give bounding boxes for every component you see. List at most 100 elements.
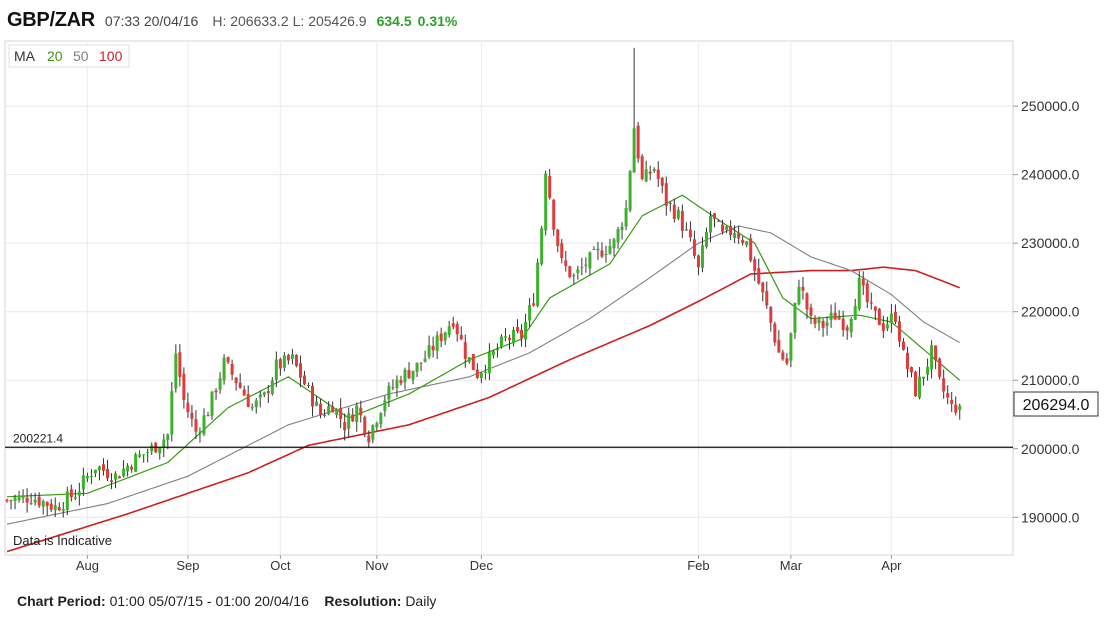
ma100-legend[interactable]: 100 xyxy=(99,48,123,64)
candle-body xyxy=(897,321,901,342)
candle-body xyxy=(829,312,833,320)
period-value: 01:00 05/07/15 - 01:00 20/04/16 xyxy=(109,593,309,609)
candle-body xyxy=(254,400,258,408)
reference-line-group: 200221.4 xyxy=(5,431,1013,448)
candle-body xyxy=(664,183,668,206)
candle-body xyxy=(162,439,166,448)
x-tick-label: Aug xyxy=(76,558,99,573)
candle-body xyxy=(61,508,65,511)
candle-body xyxy=(118,476,122,479)
candle-body xyxy=(552,199,556,230)
candle-body xyxy=(833,312,837,320)
candle-body xyxy=(25,497,29,503)
grid-lines xyxy=(5,41,1013,555)
candle-body xyxy=(668,203,672,205)
y-tick-label: 230000.0 xyxy=(1021,235,1080,251)
low-value: L: 205426.9 xyxy=(292,13,367,29)
candle-body xyxy=(773,323,777,343)
candle-body xyxy=(126,466,130,472)
candle-body xyxy=(881,323,885,331)
candle-body xyxy=(311,385,315,407)
plot-border xyxy=(4,40,1014,556)
candle-body xyxy=(524,322,528,340)
candle-body xyxy=(142,454,146,456)
candle-body xyxy=(182,373,186,401)
candle-body xyxy=(672,204,676,220)
candle-body xyxy=(319,403,323,416)
candle-body xyxy=(604,254,608,256)
candle-body xyxy=(556,229,560,247)
candle-body xyxy=(644,169,648,182)
candle-body xyxy=(367,435,371,443)
candle-body xyxy=(270,380,274,395)
candle-body xyxy=(652,168,656,172)
candle-body xyxy=(343,422,347,431)
candle-body xyxy=(69,489,73,498)
candle-body xyxy=(849,318,853,333)
candle-body xyxy=(487,352,491,374)
candle-body xyxy=(190,412,194,419)
candle-body xyxy=(363,416,367,434)
candle-body xyxy=(805,293,809,310)
candle-body xyxy=(483,371,487,373)
candle-body xyxy=(745,241,749,246)
ma-legend-box xyxy=(8,44,130,68)
candle-body xyxy=(5,499,9,501)
candle-body xyxy=(81,475,85,490)
y-tick-label: 250000.0 xyxy=(1021,98,1080,114)
candle-body xyxy=(210,391,214,416)
candle-body xyxy=(198,432,202,434)
candle-body xyxy=(536,262,540,306)
candle-body xyxy=(57,507,61,511)
candle-body xyxy=(206,415,210,417)
candle-body xyxy=(447,326,451,336)
x-tick-label: Nov xyxy=(365,558,389,573)
candle-body xyxy=(451,323,455,327)
candle-body xyxy=(411,370,415,380)
candle-body xyxy=(648,171,652,174)
candle-body xyxy=(33,499,37,503)
candle-body xyxy=(869,302,873,304)
candle-body xyxy=(130,466,134,470)
candle-body xyxy=(53,505,57,511)
candle-body xyxy=(765,290,769,306)
candle-body xyxy=(709,215,712,233)
candle-body xyxy=(608,245,612,254)
candle-body xyxy=(741,239,745,243)
candle-body xyxy=(616,228,620,243)
candle-body xyxy=(837,316,841,320)
candle-body xyxy=(576,269,580,273)
candle-body xyxy=(930,345,934,370)
candle-body xyxy=(857,277,861,309)
candle-body xyxy=(926,366,930,375)
candle-body xyxy=(479,372,483,379)
candle-body xyxy=(918,376,922,398)
candle-body xyxy=(29,502,33,504)
candle-body xyxy=(73,497,77,499)
candle-body xyxy=(327,406,331,415)
candle-body xyxy=(294,355,298,366)
candle-body xyxy=(174,353,178,389)
candle-body xyxy=(845,327,849,331)
candle-body xyxy=(757,268,761,284)
x-tick-label: Sep xyxy=(176,558,199,573)
ma20-legend[interactable]: 20 xyxy=(47,48,63,64)
candle-body xyxy=(922,376,926,379)
candle-body xyxy=(158,447,162,454)
x-tick-label: Feb xyxy=(687,558,709,573)
candle-body xyxy=(166,434,170,440)
x-tick-label: Mar xyxy=(780,558,803,573)
candle-body xyxy=(753,259,757,271)
ma50-legend[interactable]: 50 xyxy=(73,48,89,64)
candle-body xyxy=(138,454,142,457)
candle-body xyxy=(612,239,616,249)
x-axis: Aug Sep Oct Nov Dec Feb Mar Apr xyxy=(76,555,902,573)
candle-body xyxy=(841,318,845,331)
candle-body xyxy=(427,345,431,357)
candle-body xyxy=(471,354,475,370)
candle-body xyxy=(387,385,391,400)
candle-body xyxy=(419,362,423,364)
candle-body xyxy=(950,399,954,404)
candle-body xyxy=(942,378,946,392)
